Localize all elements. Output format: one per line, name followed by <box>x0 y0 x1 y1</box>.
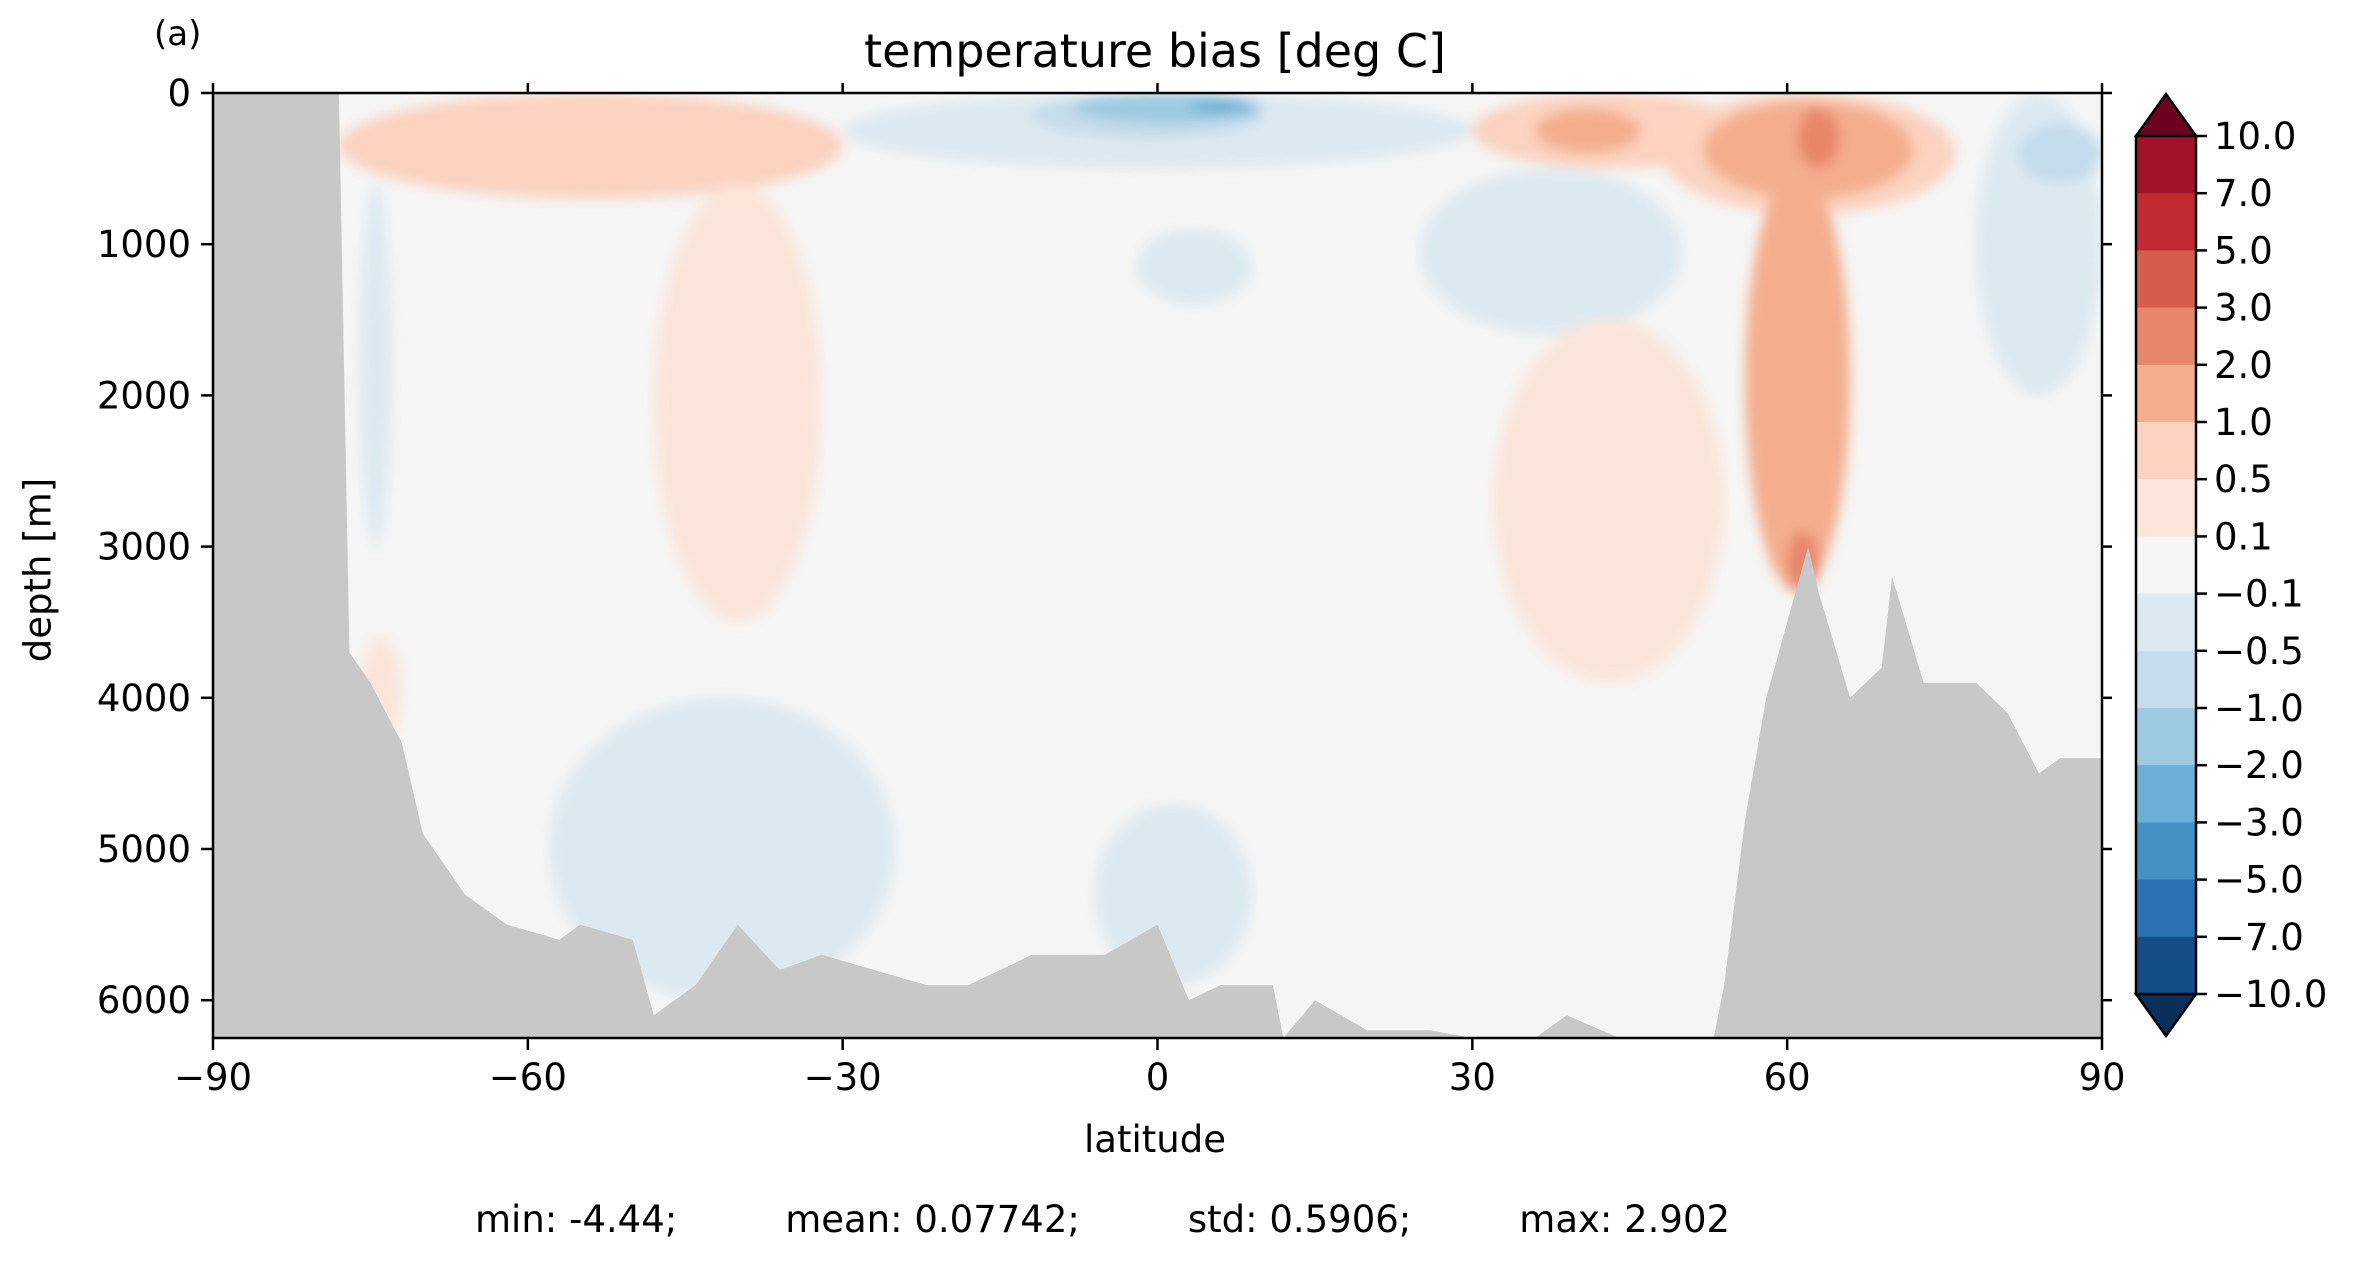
stat-min: min: -4.44; <box>475 1198 678 1241</box>
y-tick-label: 2000 <box>97 374 191 417</box>
colorbar: 10.0 7.0 5.0 3.0 2.0 1.0 0.5 0.1 −0.1 −0.5 −1.0 −2.… <box>2133 91 2327 1039</box>
colorbar-tick-label: −0.5 <box>2214 630 2304 673</box>
x-tick-label: 60 <box>1764 1056 1811 1099</box>
colorbar-swatch <box>2136 250 2196 309</box>
y-tick-label: 5000 <box>97 828 191 871</box>
colorbar-tick-label: −5.0 <box>2214 859 2304 902</box>
x-axis: −90 −60 −30 0 30 60 90 <box>174 83 2126 1099</box>
colorbar-frame <box>2134 134 2198 996</box>
statistics-line: min: -4.44; mean: 0.07742; std: 0.5906; max… <box>475 1198 1730 1241</box>
x-axis-label: latitude <box>1084 1118 1226 1161</box>
bias-region-7 <box>1073 93 1263 124</box>
bias-region-9 <box>1136 229 1252 305</box>
colorbar-swatch <box>2136 364 2196 423</box>
x-tick-label: −60 <box>489 1056 567 1099</box>
colorbar-tick-label: 3.0 <box>2214 287 2273 330</box>
bias-region-11 <box>548 697 896 1001</box>
colorbar-swatch <box>2136 193 2196 251</box>
chart-title: temperature bias [deg C] <box>864 24 1446 78</box>
colorbar-swatch <box>2136 422 2196 480</box>
colorbar-swatch <box>2136 479 2196 537</box>
colorbar-tick-label: −3.0 <box>2214 801 2304 844</box>
colorbar-tick-label: 2.0 <box>2214 344 2273 387</box>
bathymetry-land <box>213 93 2102 1038</box>
stat-std: std: 0.5906; <box>1187 1198 1412 1241</box>
colorbar-swatch <box>2136 822 2196 881</box>
colorbar-tick-label: −1.0 <box>2214 687 2304 730</box>
colorbar-swatch <box>2136 307 2196 366</box>
colorbar-swatch <box>2136 879 2196 938</box>
colorbar-tick-label: −0.1 <box>2214 573 2304 616</box>
bias-region-23 <box>2018 123 2102 184</box>
colorbar-swatch <box>2136 136 2196 194</box>
bias-region-19 <box>1745 168 1851 592</box>
colorbar-tick-label: 5.0 <box>2214 229 2273 272</box>
colorbar-tick-label: 0.5 <box>2214 458 2273 501</box>
x-tick-label: 90 <box>2078 1056 2125 1099</box>
bias-field <box>338 93 2102 1001</box>
colorbar-tick-label: 0.1 <box>2214 515 2273 558</box>
bias-region-3 <box>653 183 822 623</box>
colorbar-tick-label: 1.0 <box>2214 401 2273 444</box>
colorbar-tick-label: −10.0 <box>2214 973 2327 1016</box>
bias-region-14 <box>1493 319 1725 683</box>
x-tick-label: −90 <box>174 1056 252 1099</box>
colorbar-swatch <box>2136 708 2196 766</box>
colorbar-swatch <box>2136 936 2196 995</box>
colorbar-swatch <box>2136 765 2196 823</box>
colorbar-tick-label: −7.0 <box>2214 916 2304 959</box>
y-tick-label: 0 <box>167 72 191 115</box>
colorbar-tick-label: 7.0 <box>2214 172 2273 215</box>
colorbar-tick-label: −2.0 <box>2214 744 2304 787</box>
x-tick-label: 30 <box>1449 1056 1496 1099</box>
y-tick-label: 6000 <box>97 979 191 1022</box>
colorbar-swatch <box>2136 650 2196 709</box>
colorbar-swatch <box>2136 536 2196 595</box>
panel-label: (a) <box>154 14 202 54</box>
x-tick-label: 0 <box>1146 1056 1170 1099</box>
stat-mean: mean: 0.07742; <box>785 1198 1080 1241</box>
y-axis-label: depth [m] <box>16 477 60 663</box>
y-tick-label: 1000 <box>97 223 191 266</box>
colorbar-extend-max <box>2133 91 2199 138</box>
y-tick-label: 4000 <box>97 677 191 720</box>
y-tick-label: 3000 <box>97 526 191 569</box>
bias-region-2 <box>338 93 843 199</box>
colorbar-extend-min <box>2133 992 2199 1039</box>
bias-region-10 <box>1419 168 1683 335</box>
colorbar-swatch <box>2136 593 2196 652</box>
stat-max: max: 2.902 <box>1519 1198 1731 1241</box>
x-tick-label: −30 <box>804 1056 882 1099</box>
y-axis: 0 1000 2000 3000 4000 5000 6000 <box>97 72 2112 1022</box>
colorbar-tick-label: 10.0 <box>2214 115 2296 158</box>
bias-region-16 <box>1535 108 1641 154</box>
bias-region-13 <box>359 183 392 547</box>
bias-region-20 <box>1797 108 1840 169</box>
bias-region-8 <box>1188 100 1252 113</box>
